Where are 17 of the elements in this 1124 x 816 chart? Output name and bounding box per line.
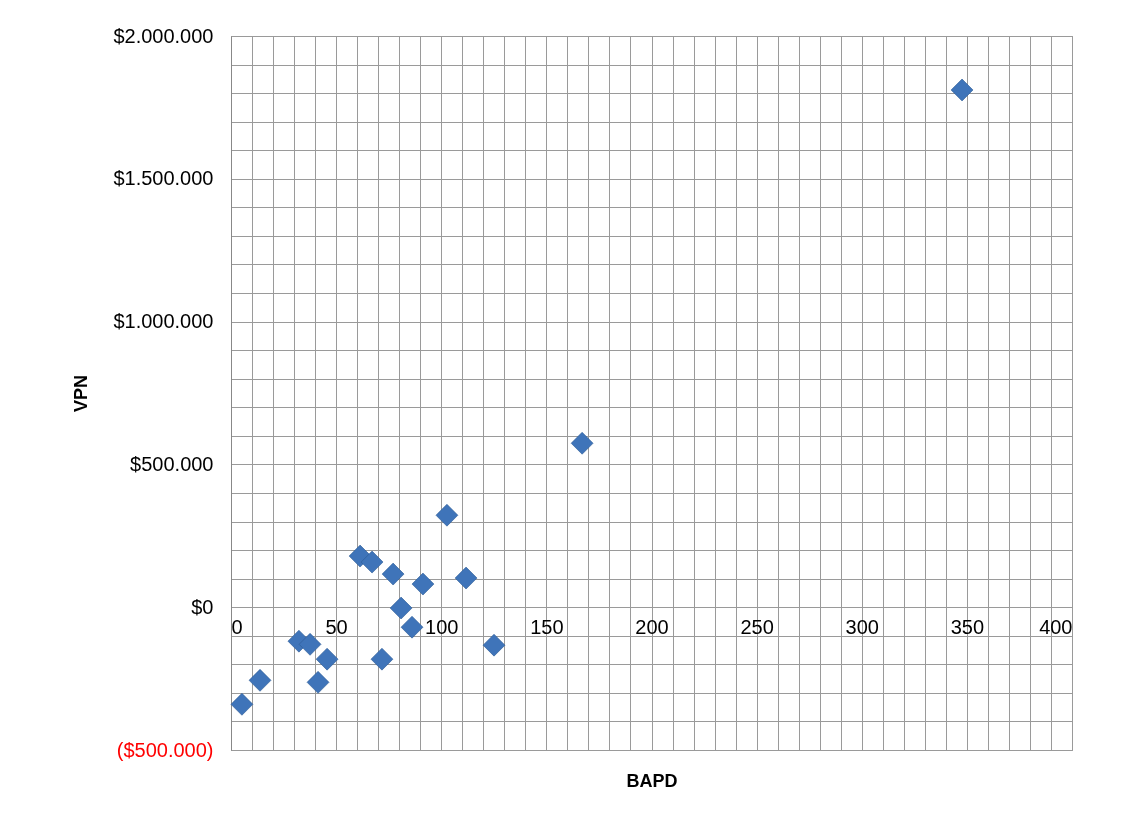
x-tick-label: 250: [740, 615, 774, 638]
x-tick-label: 50: [325, 615, 348, 638]
x-tick-label: 300: [845, 615, 879, 638]
y-tick-label: ($500.000): [116, 738, 214, 761]
x-axis-title: BAPD: [626, 770, 678, 791]
y-tick-label: $1.000.000: [113, 310, 214, 333]
y-tick-label: $500.000: [130, 452, 214, 475]
y-tick-label: $0: [191, 595, 214, 618]
y-tick-label: $2.000.000: [113, 24, 214, 47]
x-tick-label: 0: [231, 615, 243, 638]
y-axis-title: VPN: [71, 374, 92, 413]
x-tick-label: 100: [425, 615, 459, 638]
x-tick-label: 150: [530, 615, 564, 638]
x-tick-label: 400: [1039, 615, 1073, 638]
x-tick-label: 200: [635, 615, 669, 638]
y-tick-label: $1.500.000: [113, 167, 214, 190]
x-tick-label: 350: [950, 615, 985, 638]
